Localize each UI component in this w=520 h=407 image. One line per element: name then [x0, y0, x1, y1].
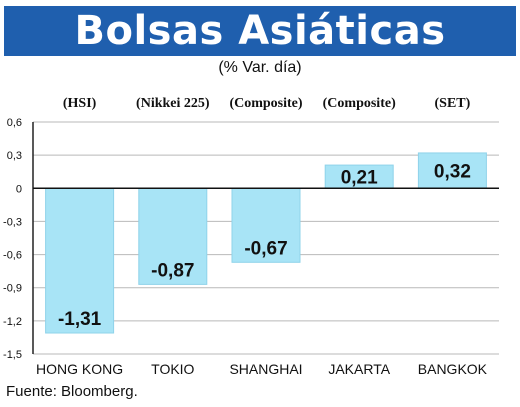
- x-category-label: JAKARTA: [328, 361, 390, 377]
- x-category-label: BANGKOK: [418, 361, 488, 377]
- x-category-label: HONG KONG: [36, 361, 123, 377]
- bar-value-label: -1,31: [58, 309, 102, 330]
- chart-subtitle: (% Var. día): [218, 59, 302, 76]
- y-tick-label: -1,2: [3, 316, 22, 328]
- y-tick-label: 0,3: [7, 150, 22, 162]
- y-tick-label: -1,5: [3, 349, 22, 361]
- index-label: (Nikkei 225): [136, 96, 210, 111]
- y-tick-label: -0,3: [3, 216, 22, 228]
- chart-title: Bolsas Asiáticas: [4, 6, 516, 56]
- index-label: (Composite): [323, 96, 396, 111]
- bar-value-label: 0,21: [341, 168, 378, 189]
- y-tick-label: 0: [16, 183, 22, 195]
- y-tick-label: -0,9: [3, 283, 22, 295]
- bar: [417, 152, 487, 189]
- bar: [45, 187, 115, 334]
- bar: [138, 187, 208, 285]
- bar: [231, 187, 301, 263]
- y-tick-label: -0,6: [3, 250, 22, 262]
- y-tick-label: 0,6: [7, 117, 22, 129]
- index-label: (SET): [435, 96, 471, 111]
- index-label: (HSI): [63, 96, 97, 111]
- x-category-label: TOKIO: [151, 361, 194, 377]
- bar-value-label: 0,32: [434, 162, 471, 183]
- x-category-label: SHANGHAI: [229, 361, 302, 377]
- bar-value-label: -0,67: [244, 238, 287, 259]
- bar-value-label: -0,87: [151, 260, 194, 281]
- index-label: (Composite): [229, 96, 302, 111]
- source-note: Fuente: Bloomberg.: [6, 383, 138, 400]
